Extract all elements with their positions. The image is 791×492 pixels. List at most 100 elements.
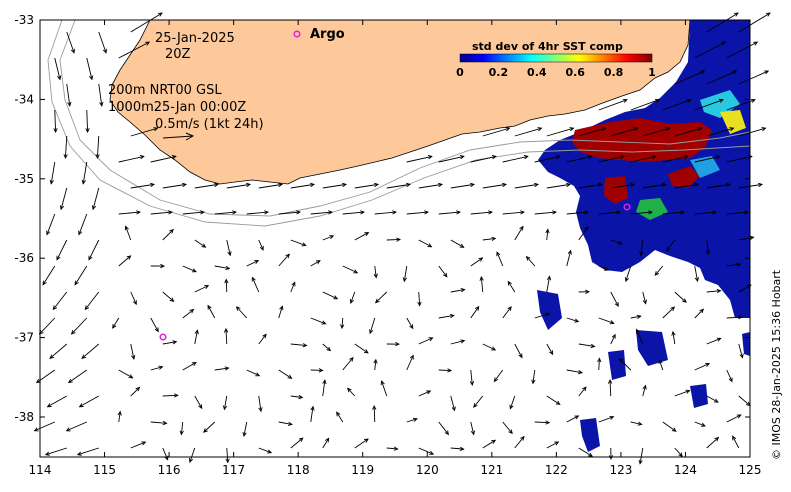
current-arrow (726, 210, 750, 215)
current-arrow (118, 41, 151, 59)
x-axis: 114 115 116 117 118 119 120 121 122 123 124 125 (29, 20, 761, 477)
current-arrow (450, 239, 465, 248)
current-arrow (235, 306, 248, 319)
current-arrow (706, 70, 738, 85)
current-arrow (610, 291, 619, 307)
current-arrow (662, 306, 676, 319)
current-arrow (514, 182, 540, 189)
current-arrow (310, 405, 315, 423)
current-arrow (578, 182, 604, 189)
time-label: 20Z (165, 47, 191, 62)
credit-label: © IMOS 28-Jan-2025 15:36 Hobart (770, 269, 783, 460)
current-arrow (546, 343, 554, 356)
argo-legend-label: Argo (310, 27, 345, 42)
current-arrow (84, 291, 100, 311)
current-arrow (182, 210, 206, 215)
current-arrow (598, 98, 628, 111)
current-arrow (642, 384, 647, 397)
current-arrow (706, 395, 719, 403)
current-arrow (438, 368, 453, 373)
current-arrow (738, 70, 770, 85)
current-arrow (354, 438, 369, 449)
current-arrow (44, 447, 67, 456)
current-arrow (738, 343, 744, 359)
current-arrow (194, 285, 210, 293)
current-arrow (223, 327, 229, 345)
current-arrow (246, 260, 260, 267)
current-arrow (642, 291, 647, 305)
current-arrow (502, 210, 526, 215)
current-arrow (732, 435, 740, 449)
current-arrow (374, 291, 388, 304)
colorbar-tick-label: 1 (648, 66, 656, 79)
current-arrow (130, 343, 136, 360)
current-arrow (438, 265, 448, 278)
current-arrow (322, 343, 332, 352)
current-arrow (694, 41, 727, 59)
current-arrow (726, 315, 743, 320)
current-arrow (179, 421, 184, 436)
current-arrow (493, 369, 504, 383)
current-arrow (76, 447, 99, 456)
current-arrow (242, 421, 248, 437)
current-arrow (706, 288, 722, 294)
current-arrow (380, 380, 388, 397)
current-arrow (566, 155, 593, 163)
current-arrow (342, 356, 354, 371)
current-arrow (310, 368, 324, 373)
current-arrow (674, 127, 703, 137)
current-arrow (112, 317, 120, 329)
current-arrow (369, 317, 376, 335)
current-arrow (694, 362, 711, 371)
current-arrow (566, 415, 580, 423)
current-arrow (566, 210, 590, 215)
current-arrow (662, 98, 692, 111)
current-arrow (42, 265, 56, 286)
argo-float-marker (293, 30, 301, 38)
current-arrow (694, 210, 718, 215)
current-arrow (278, 253, 290, 267)
current-arrow (726, 369, 733, 383)
x-tick-label: 117 (222, 463, 245, 477)
current-arrow (450, 395, 456, 412)
current-arrow (598, 317, 615, 325)
current-arrow (150, 317, 159, 333)
current-arrow (470, 421, 476, 436)
current-arrow (482, 127, 511, 137)
current-arrow (610, 127, 639, 137)
current-arrow (130, 291, 137, 306)
current-arrow (598, 155, 625, 163)
y-tick-label: -38 (14, 410, 34, 424)
current-arrow (85, 109, 90, 134)
current-arrow (578, 386, 587, 397)
current-arrow (608, 378, 613, 397)
current-arrow (162, 182, 188, 189)
current-arrow (470, 210, 494, 215)
scale-label: 0.5m/s (1kt 24h) (155, 117, 264, 132)
current-arrow (418, 447, 435, 455)
current-vectors (33, 12, 771, 465)
current-arrow (194, 182, 220, 189)
current-arrow (98, 31, 107, 54)
current-arrow (182, 308, 195, 319)
current-arrow (566, 369, 583, 375)
current-arrow (150, 365, 164, 371)
current-arrow (130, 12, 163, 33)
current-arrow (373, 358, 378, 371)
current-arrow (546, 275, 552, 293)
current-arrow (225, 447, 230, 464)
current-arrow (203, 421, 216, 433)
current-arrow (86, 57, 94, 81)
current-arrow (578, 226, 589, 241)
current-arrow (525, 255, 536, 267)
current-arrow (290, 343, 308, 348)
current-arrow (438, 313, 455, 319)
current-arrow (53, 109, 58, 134)
current-arrow (566, 249, 572, 267)
current-arrow (386, 446, 399, 451)
current-arrow (342, 210, 366, 215)
current-arrow (182, 265, 197, 273)
x-tick-label: 114 (29, 463, 52, 477)
current-arrow (117, 410, 122, 423)
current-arrow (534, 210, 558, 215)
